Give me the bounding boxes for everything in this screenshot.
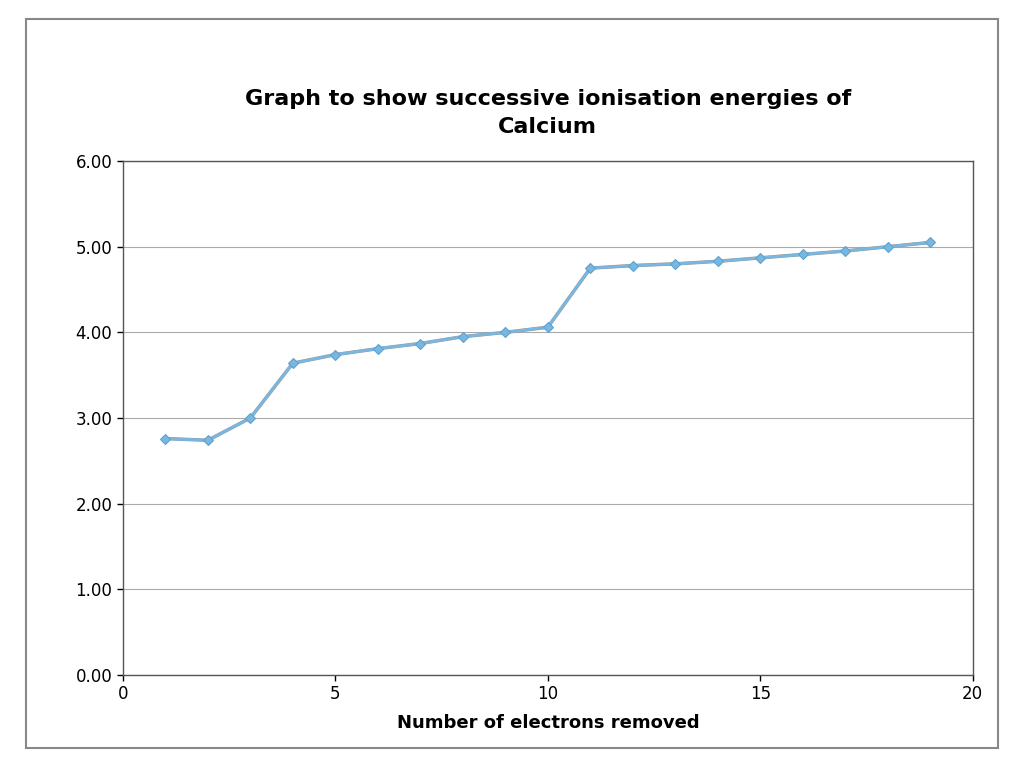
Title: Graph to show successive ionisation energies of
Calcium: Graph to show successive ionisation ener… xyxy=(245,89,851,137)
X-axis label: Number of electrons removed: Number of electrons removed xyxy=(396,715,699,732)
